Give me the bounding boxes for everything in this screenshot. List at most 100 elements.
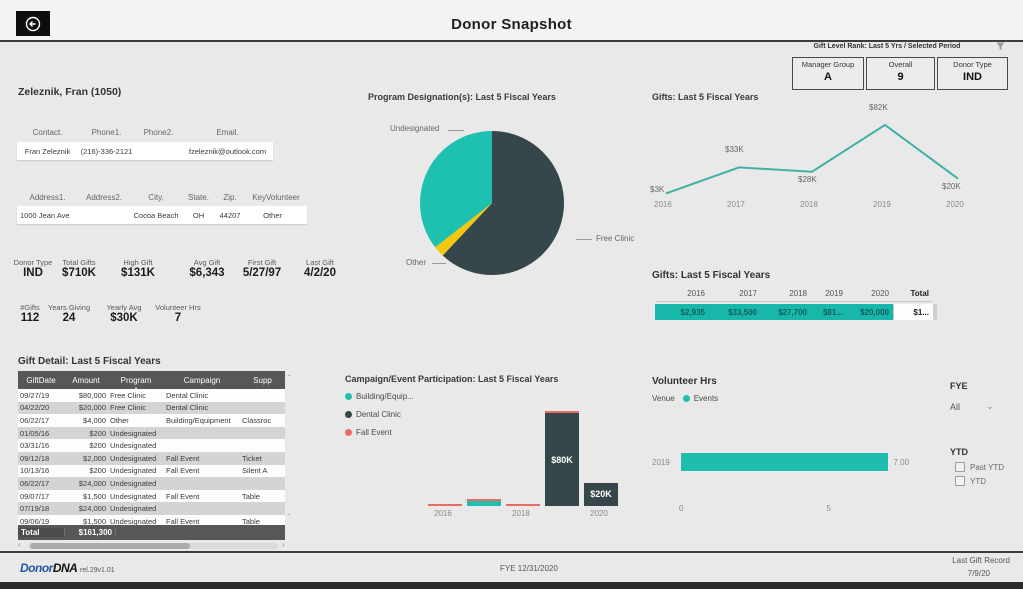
table-cell: Undesignated [110,516,157,526]
bar-segment-dental-clinic[interactable] [584,482,618,506]
address-table-header: Address1. Address2. City. State. Zip. KeyVolu… [17,187,307,205]
table-cell: Free Clinic [110,403,146,413]
table-row[interactable]: 04/22/20 $20,000 Free Clinic Dental Clinic [18,401,285,415]
matrix-value-cell: $2,935 [655,304,709,320]
column-header[interactable]: Program▴ [108,376,164,392]
column-header[interactable]: Zip. [223,193,237,202]
legend-label-events: Events [693,394,719,403]
bar-segment-building-equip-[interactable] [467,501,501,506]
column-header[interactable]: Email. [216,128,239,137]
legend-item-building[interactable]: Building/Equip... [345,392,414,401]
scroll-up-icon[interactable]: ˆ [288,374,291,383]
leader-line [448,130,464,131]
table-cell: 09/12/18 [20,453,50,463]
table-cell: Fall Event [166,516,200,526]
table-row[interactable]: 09/06/19 $1,500 Undesignated Fall Event Tabl… [18,514,285,528]
program-pie-chart[interactable] [417,128,567,278]
address-table-row[interactable]: 1000 Jean Ave Cocoa Beach OH 44207 Other [17,206,307,224]
column-header[interactable]: Supp [253,375,272,385]
legend-item-events[interactable]: Events [682,394,719,403]
volunteer-bar-chart[interactable]: 2019 7.00 0 5 [650,400,950,520]
column-header[interactable]: Address2. [85,193,123,202]
gifts-line-chart[interactable]: $3K 2016 $33K 2017 $28K 2018 $82K 2019 $20K 2020 [648,103,1008,213]
pie-slice-free-clinic[interactable] [442,131,564,275]
stat-value: $710K [62,267,96,279]
scroll-right-icon[interactable]: › [282,540,285,549]
table-cell: Fall Event [166,453,200,463]
y-axis-category: 2019 [652,458,670,467]
column-header[interactable]: City. [148,193,164,202]
gifts-line[interactable] [665,123,959,195]
scroll-left-icon[interactable]: ‹ [18,540,21,549]
checkbox-ytd[interactable]: YTD [955,476,986,486]
column-header[interactable]: Campaign [183,375,221,385]
leader-line [432,263,446,264]
x-axis-tick: 5 [826,504,831,513]
legend-dot-icon [345,393,352,400]
gift-detail-rows: 09/27/19 $80,000 Free Clinic Dental Clinic 0… [18,389,285,528]
gift-detail-total-row: Total $161,300 [18,525,285,540]
x-axis-tick: 2018 [512,509,530,518]
column-header[interactable]: GiftDate [26,375,56,385]
column-header[interactable]: Contact. [32,128,63,137]
data-label: $82K [869,102,888,112]
matrix-column-header[interactable]: 2016 [687,289,705,298]
table-cell: $200 [89,441,106,451]
matrix-column-header[interactable]: 2019 [825,289,843,298]
line-series [665,123,959,195]
table-row[interactable]: 09/12/18 $2,000 Undesignated Fall Event Tick… [18,451,285,465]
table-cell: Free Clinic [110,390,146,400]
legend-label-venue[interactable]: Venue [652,394,675,403]
table-row[interactable]: 03/31/16 $200 Undesignated [18,439,285,452]
table-row[interactable]: 07/19/18 $24,000 Undesignated [18,502,285,515]
column-header[interactable]: State. [188,193,209,202]
legend-item-fall-event[interactable]: Fall Event [345,428,392,437]
back-button[interactable] [16,11,50,36]
pie-slice-undesignated[interactable] [420,131,492,248]
logo-dna: DNA [52,561,78,575]
stat-label: Yearly Avg [106,303,142,312]
filter-icon[interactable] [996,42,1005,51]
legend-item-dental[interactable]: Dental Clinic [345,410,401,419]
column-header[interactable]: Amount [72,375,100,385]
pie-slice-other[interactable] [435,203,492,256]
table-row[interactable]: 06/22/17 $24,000 Undesignated [18,477,285,490]
table-cell: Classroc [242,415,272,425]
bar-segment-dental-clinic[interactable] [545,413,579,506]
column-header[interactable]: Phone2. [143,128,174,137]
bar-segment-fall-event[interactable] [428,503,462,506]
checkbox-past-ytd[interactable]: Past YTD [955,462,1004,472]
scrollbar-thumb[interactable] [30,543,190,549]
column-header[interactable]: KeyVolunteer [252,193,300,202]
table-cell: Table [242,491,260,501]
fye-dropdown[interactable]: All ⌄ [950,401,994,412]
column-header[interactable]: Phone1. [91,128,122,137]
horizontal-scrollbar[interactable] [28,543,278,549]
contact-table-row[interactable]: Fran Zeleznik (216)-336-2121 fzeleznik@out… [17,142,273,160]
bar-data-label: $80K [551,454,573,465]
scroll-down-icon[interactable]: ˇ [288,513,291,522]
matrix-column-header[interactable]: 2020 [871,289,889,298]
x-axis-tick: 2016 [434,509,452,518]
bar-segment-fall-event[interactable] [545,410,579,413]
table-row[interactable]: 09/27/19 $80,000 Free Clinic Dental Clinic [18,389,285,402]
bar-segment-fall-event[interactable] [506,503,540,506]
campaign-bar-chart[interactable]: $80K $20K 2016 2018 2020 [345,388,635,520]
gifts-matrix-values[interactable]: $2,935 $33,500 $27,700 $81... $20,000 $1... [655,304,937,320]
matrix-column-header[interactable]: 2018 [789,289,807,298]
matrix-column-header[interactable]: Total [910,289,929,298]
table-row[interactable]: 01/05/16 $200 Undesignated [18,426,285,440]
volunteer-bar[interactable] [681,453,888,471]
x-axis-tick: 2020 [946,200,964,209]
column-header[interactable]: Address1. [29,193,66,202]
bar-segment-fall-event[interactable] [467,498,501,502]
table-row[interactable]: 10/13/16 $200 Undesignated Fall Event Silent… [18,464,285,478]
matrix-scroll-strip [933,304,937,320]
data-label: $3K [650,185,665,195]
back-arrow-icon [25,16,41,31]
table-row[interactable]: 09/07/17 $1,500 Undesignated Fall Event Tabl… [18,489,285,503]
stat-value: IND [23,267,43,279]
stat-value: 112 [20,312,40,324]
table-row[interactable]: 06/22/17 $4,000 Other Building/Equipment Cla… [18,414,285,427]
matrix-column-header[interactable]: 2017 [739,289,757,298]
